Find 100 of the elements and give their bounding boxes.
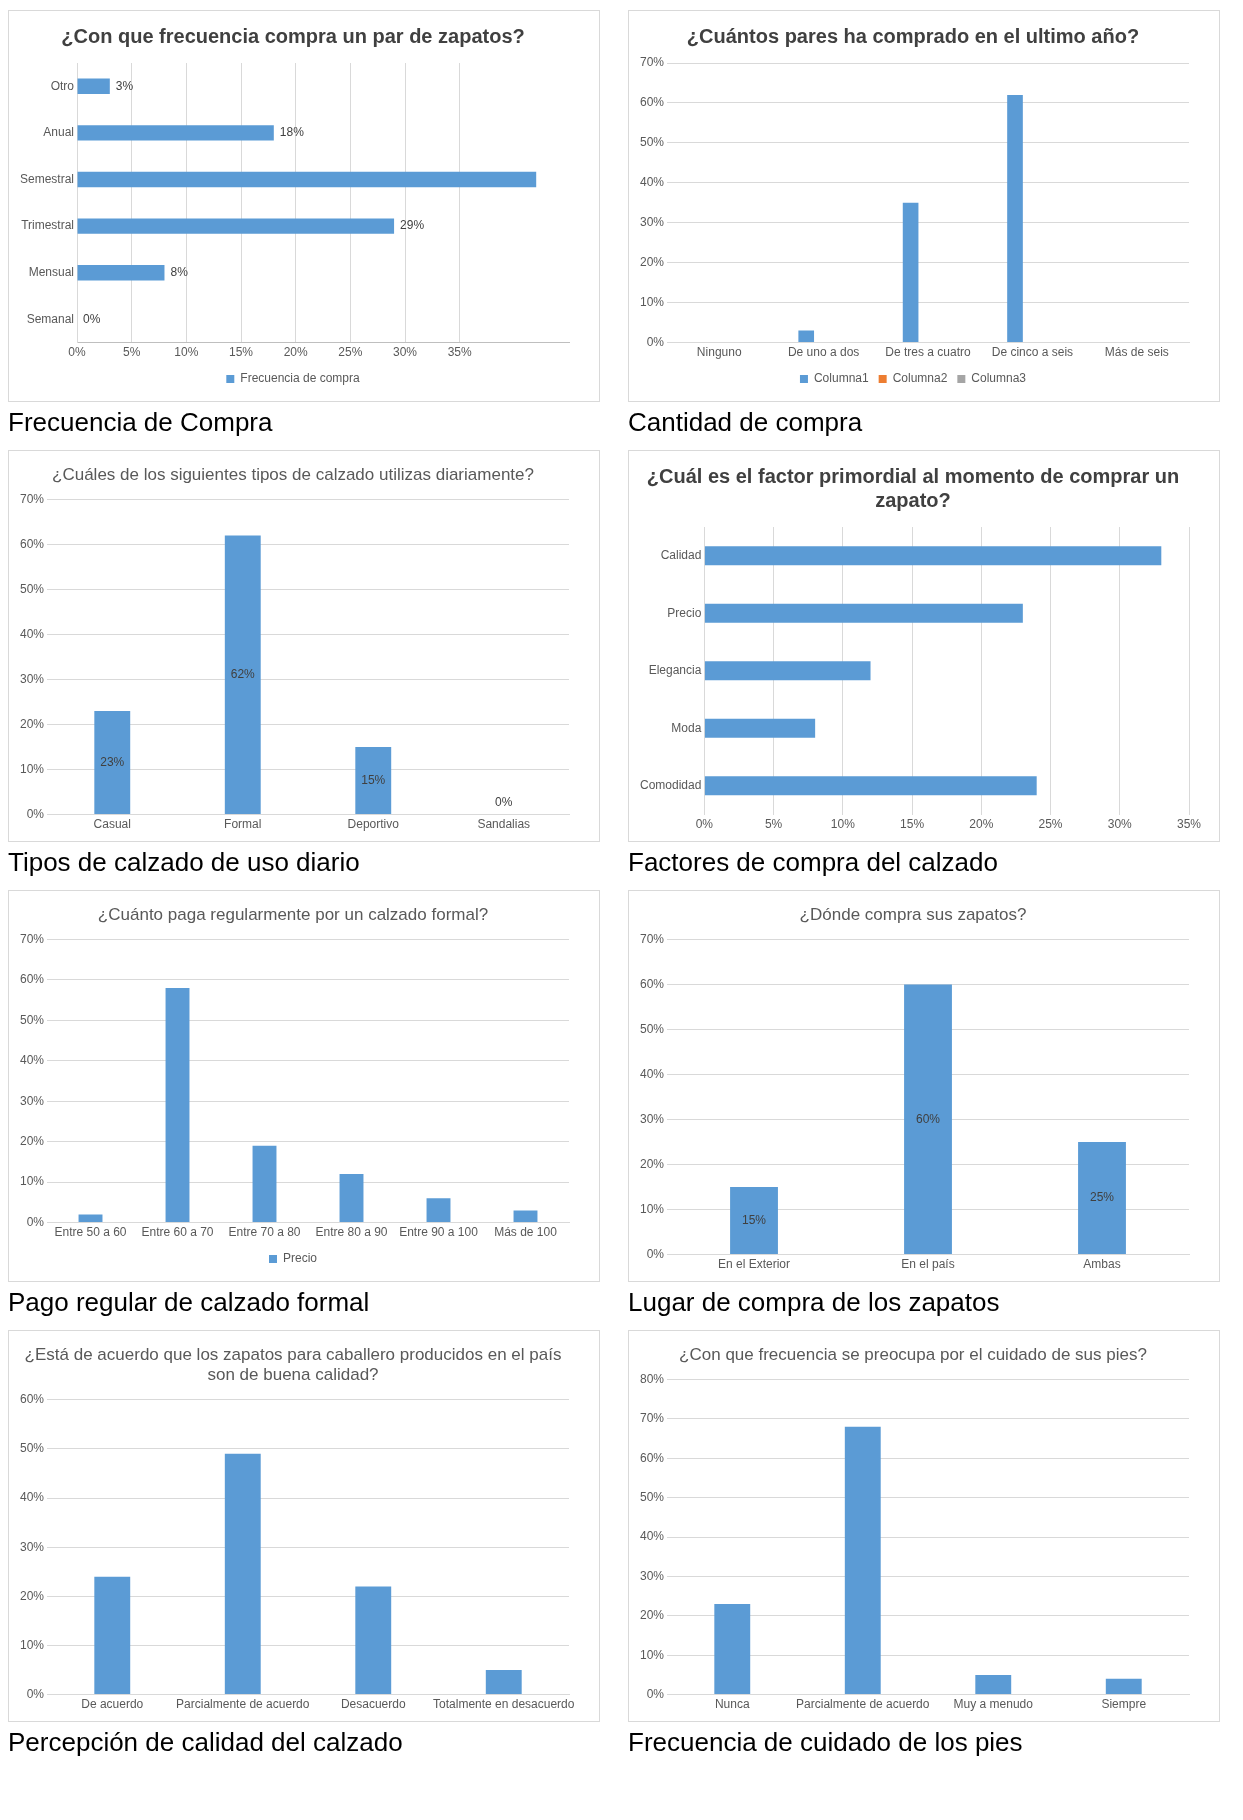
x-tick-label: 5%	[123, 345, 141, 360]
y-tick-label: 50%	[19, 1012, 45, 1027]
y-tick-label: 10%	[639, 1647, 665, 1662]
x-tick-label: De cinco a seis	[991, 345, 1074, 360]
bar	[339, 1174, 364, 1223]
y-tick-label: 30%	[639, 1568, 665, 1583]
y-tick-label: 60%	[639, 976, 665, 991]
y-tick-label: 40%	[639, 1066, 665, 1081]
bar	[975, 1674, 1012, 1695]
y-tick-label: Moda	[671, 720, 702, 735]
y-tick-label: 40%	[639, 1529, 665, 1544]
y-tick-label: Semestral	[19, 171, 75, 186]
x-tick-label: 20%	[283, 345, 309, 360]
x-tick-label: Entre 90 a 100	[399, 1225, 479, 1240]
data-label: 29%	[400, 218, 425, 233]
y-tick-label: 20%	[19, 1134, 45, 1148]
x-tick-label: Entre 50 a 60	[54, 1225, 127, 1240]
y-tick-label: 70%	[639, 931, 665, 946]
data-label: 60%	[915, 1111, 941, 1126]
y-tick-label: 50%	[639, 1489, 665, 1504]
x-tick-label: 10%	[174, 345, 199, 360]
x-tick-label: Ninguno	[696, 345, 742, 360]
data-label: 15%	[742, 1212, 767, 1227]
y-tick-label: 0%	[646, 334, 665, 349]
y-tick-label: 40%	[19, 626, 45, 641]
y-tick-label: 20%	[639, 255, 665, 270]
x-tick-label: 20%	[969, 817, 994, 832]
bar	[355, 747, 392, 815]
x-tick-label: Entre 70 a 80	[228, 1225, 301, 1240]
y-tick-label: 60%	[639, 95, 665, 110]
y-tick-label: 10%	[19, 1174, 45, 1189]
y-tick-label: Otro	[50, 78, 75, 93]
bar	[224, 535, 261, 815]
y-tick-label: 0%	[26, 1214, 45, 1229]
y-tick-label: 30%	[639, 1111, 665, 1126]
y-tick-label: Anual	[43, 125, 75, 140]
bar	[165, 987, 190, 1223]
data-label: 8%	[170, 265, 189, 280]
bar	[77, 78, 110, 94]
bar	[485, 1670, 522, 1695]
x-tick-label: De tres a cuatro	[885, 345, 972, 360]
x-tick-label: Sandalias	[477, 817, 531, 832]
bar	[1105, 1678, 1142, 1695]
y-tick-label: 0%	[26, 806, 45, 821]
x-tick-label: 25%	[1038, 817, 1063, 832]
x-tick-label: Formal	[224, 817, 262, 832]
x-tick-label: Desacuerdo	[340, 1697, 406, 1712]
x-tick-label: Totalmente en desacuerdo	[433, 1697, 575, 1712]
bar	[704, 603, 1023, 623]
chart-title: ¿Con que frecuencia se preocupa por el cuidado de sus pies?	[679, 1344, 1147, 1364]
bar	[704, 776, 1037, 796]
x-tick-label: 15%	[229, 345, 254, 360]
x-tick-label: 10%	[830, 817, 856, 832]
x-tick-label: 35%	[447, 345, 472, 360]
x-tick-label: 30%	[1107, 817, 1133, 832]
x-tick-label: 0%	[68, 345, 87, 360]
y-tick-label: 20%	[19, 716, 45, 731]
y-tick-label: 80%	[639, 1371, 665, 1386]
y-tick-label: 70%	[639, 1411, 665, 1426]
y-tick-label: 70%	[19, 931, 45, 946]
y-tick-label: Semanal	[26, 311, 75, 326]
bar	[798, 330, 815, 343]
y-tick-label: 0%	[26, 1686, 45, 1701]
y-tick-label: 50%	[19, 581, 45, 596]
x-tick-label: Nunca	[714, 1697, 750, 1712]
bar	[704, 546, 1162, 566]
text: Frecuencia de Compra	[8, 406, 274, 438]
data-label: 0%	[495, 794, 513, 809]
bar	[704, 718, 816, 738]
bar	[1078, 1142, 1126, 1255]
bar	[844, 1426, 881, 1695]
x-tick-label: Entre 80 a 90	[315, 1225, 388, 1240]
x-tick-label: Parcialmente de acuerdo	[796, 1697, 930, 1712]
y-tick-label: 50%	[639, 135, 665, 150]
data-label: 15%	[361, 772, 386, 787]
bar	[513, 1210, 538, 1223]
text: Lugar de compra de los zapatos	[628, 1286, 1001, 1318]
bar	[77, 125, 274, 141]
bar	[714, 1603, 751, 1695]
text: Factores de compra del calzado	[628, 846, 999, 878]
y-tick-label: 60%	[19, 536, 45, 551]
data-label: 18%	[279, 125, 305, 140]
y-tick-label: 30%	[19, 1093, 45, 1108]
legend-label: Frecuencia de compra	[240, 371, 361, 386]
text: Tipos de calzado de uso diario	[8, 846, 361, 878]
bar	[704, 661, 871, 681]
y-tick-label: Elegancia	[648, 663, 702, 678]
y-tick-label: 20%	[639, 1156, 665, 1171]
y-tick-label: 40%	[19, 1490, 45, 1505]
x-tick-label: 30%	[392, 345, 418, 360]
x-tick-label: 25%	[338, 345, 363, 360]
bar	[904, 984, 952, 1255]
y-tick-label: 10%	[639, 1201, 665, 1216]
x-tick-label: 15%	[900, 817, 925, 832]
y-tick-label: 0%	[646, 1246, 665, 1261]
y-tick-label: 50%	[639, 1021, 665, 1036]
legend-label: Precio	[282, 1251, 318, 1266]
data-label: 25%	[1089, 1190, 1115, 1205]
y-tick-label: 30%	[639, 215, 665, 230]
x-tick-label: Parcialmente de acuerdo	[176, 1697, 310, 1712]
